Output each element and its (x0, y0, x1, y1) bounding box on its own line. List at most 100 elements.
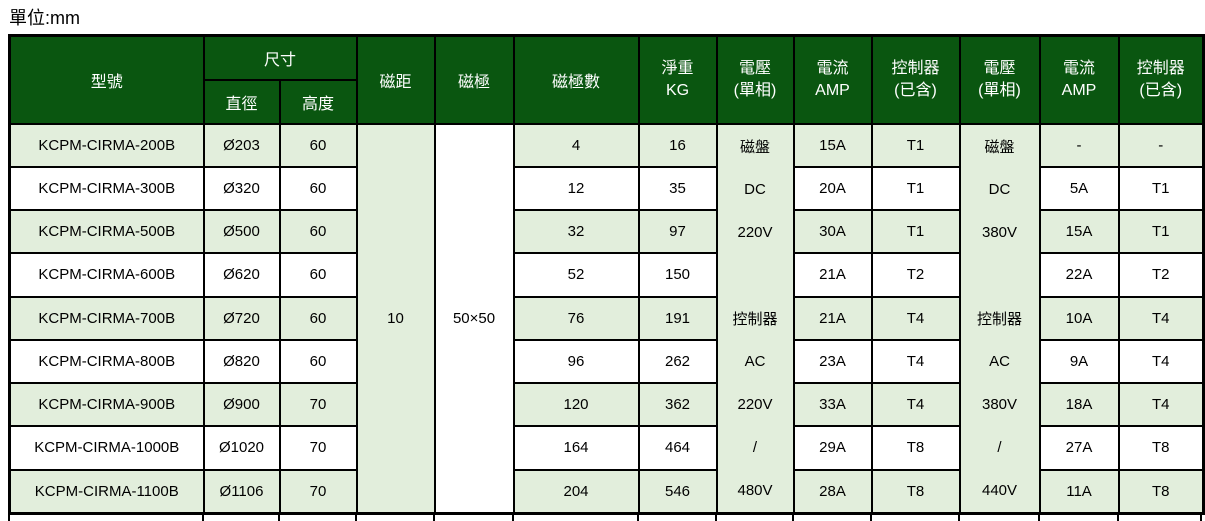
cutoff-cell (433, 515, 512, 521)
cell-controller-2: T8 (1117, 425, 1205, 471)
cell-pole-count: 4 (512, 122, 640, 168)
cell-weight: 362 (637, 382, 718, 428)
table-row: KCPM-CIRMA-900B Ø900 70 120 362 33A T4 1… (8, 382, 1205, 428)
cutoff-cell (870, 515, 958, 521)
cell-weight: 464 (637, 425, 718, 471)
header-current-1-line1: 電流 (816, 59, 849, 77)
cell-current-1: 30A (792, 209, 873, 255)
cell-current-2: 5A (1038, 165, 1120, 212)
header-voltage-1: 電壓 (單相) (715, 34, 795, 125)
cell-diameter: Ø820 (202, 338, 281, 385)
voltage-right-lines: 磁盤 DC 380V 控制器 AC 380V / 440V (962, 125, 1038, 511)
header-controller-2: 控制器 (已含) (1117, 34, 1205, 125)
header-model: 型號 (8, 34, 205, 125)
cell-weight: 150 (637, 252, 718, 298)
cell-weight: 191 (637, 295, 718, 341)
cell-controller-2: T1 (1117, 165, 1205, 212)
header-controller-2-line2: (已含) (1139, 81, 1183, 99)
cutoff-cell (202, 515, 278, 521)
cell-controller-1: T4 (870, 338, 961, 385)
voltage-line: 磁盤 (740, 138, 771, 156)
voltage-line (962, 254, 1038, 297)
cell-controller-2: T2 (1117, 252, 1205, 298)
voltage-line: DC (988, 180, 1011, 198)
cell-controller-1: T2 (870, 252, 961, 298)
cell-current-1: 21A (792, 295, 873, 341)
header-voltage-2-line1: 電壓 (983, 59, 1016, 77)
cell-diameter: Ø1020 (202, 425, 281, 471)
cell-pole-count: 204 (512, 468, 640, 515)
cell-pole-count: 96 (512, 338, 640, 385)
cell-height: 70 (278, 382, 358, 428)
header-net-weight: 淨重 KG (637, 34, 718, 125)
cell-controller-2: T4 (1117, 382, 1205, 428)
cell-diameter: Ø320 (202, 165, 281, 212)
cell-diameter: Ø203 (202, 122, 281, 168)
voltage-line: 480V (737, 481, 773, 499)
cell-current-2: 10A (1038, 295, 1120, 341)
cell-model: KCPM-CIRMA-800B (8, 338, 205, 385)
cell-height: 60 (278, 165, 358, 212)
cell-height: 70 (278, 425, 358, 471)
cell-pole-count: 32 (512, 209, 640, 255)
voltage-line: 控制器 (732, 310, 778, 328)
cutoff-cell (355, 515, 433, 521)
cell-weight: 97 (637, 209, 718, 255)
voltage-left-lines: 磁盤 DC 220V 控制器 AC 220V / 480V (719, 125, 792, 511)
cell-height: 60 (278, 295, 358, 341)
cell-current-2: 22A (1038, 252, 1120, 298)
merged-pitch-cell: 10 (355, 122, 436, 514)
header-pole-count: 磁極數 (512, 34, 640, 125)
cutoff-cell (715, 515, 792, 521)
cell-model: KCPM-CIRMA-900B (8, 382, 205, 428)
header-current-2-line1: 電流 (1063, 59, 1096, 77)
cutoff-cell (278, 515, 355, 521)
header-current-1: 電流 AMP (792, 34, 873, 125)
header-controller-1-line1: 控制器 (891, 59, 940, 77)
cell-model: KCPM-CIRMA-600B (8, 252, 205, 298)
voltage-line: AC (744, 352, 766, 370)
cell-diameter: Ø720 (202, 295, 281, 341)
cell-current-2: 11A (1038, 468, 1120, 515)
cell-controller-2: T8 (1117, 468, 1205, 515)
table-row: KCPM-CIRMA-1000B Ø1020 70 164 464 29A T8… (8, 425, 1205, 471)
spec-table: 型號 尺寸 磁距 磁極 磁極數 淨重 KG 電壓 (單相) 電流 AMP (8, 34, 1205, 515)
header-pitch: 磁距 (355, 34, 436, 125)
cell-weight: 16 (637, 122, 718, 168)
cell-controller-2: T1 (1117, 209, 1205, 255)
cell-diameter: Ø620 (202, 252, 281, 298)
cell-model: KCPM-CIRMA-700B (8, 295, 205, 341)
table-row: KCPM-CIRMA-500B Ø500 60 32 97 30A T1 15A… (8, 209, 1205, 255)
cell-height: 60 (278, 209, 358, 255)
voltage-line: 380V (981, 395, 1018, 413)
voltage-line: 220V (737, 395, 773, 413)
voltage-line: / (752, 438, 758, 456)
voltage-line: AC (989, 352, 1010, 370)
table-row: KCPM-CIRMA-300B Ø320 60 12 35 20A T1 5A … (8, 165, 1205, 212)
table-row: KCPM-CIRMA-800B Ø820 60 96 262 23A T4 9A… (8, 338, 1205, 385)
cell-current-1: 21A (792, 252, 873, 298)
cell-model: KCPM-CIRMA-1000B (8, 425, 205, 471)
cell-model: KCPM-CIRMA-1100B (8, 468, 205, 515)
unit-label: 單位:mm (9, 8, 80, 28)
cell-controller-2: T4 (1117, 295, 1205, 341)
cell-weight: 546 (637, 468, 718, 515)
cutoff-cell (637, 515, 715, 521)
header-voltage-1-line1: 電壓 (739, 59, 772, 77)
cutoff-cell (8, 515, 202, 521)
voltage-line: / (997, 438, 1002, 456)
cell-current-1: 15A (792, 122, 873, 168)
cell-pole-count: 12 (512, 165, 640, 212)
cell-current-2: 27A (1038, 425, 1120, 471)
cell-controller-1: T8 (870, 468, 961, 515)
cutoff-cell (1038, 515, 1117, 521)
header-controller-1: 控制器 (已含) (870, 34, 961, 125)
header-size: 尺寸 (202, 34, 358, 81)
header-row-2: 直徑 高度 (10, 78, 1204, 125)
header-voltage-2-line2: (單相) (978, 81, 1021, 99)
cell-controller-1: T4 (870, 382, 961, 428)
cell-controller-1: T1 (870, 122, 961, 168)
header-pole: 磁極 (433, 34, 515, 125)
voltage-line: 220V (737, 223, 773, 241)
